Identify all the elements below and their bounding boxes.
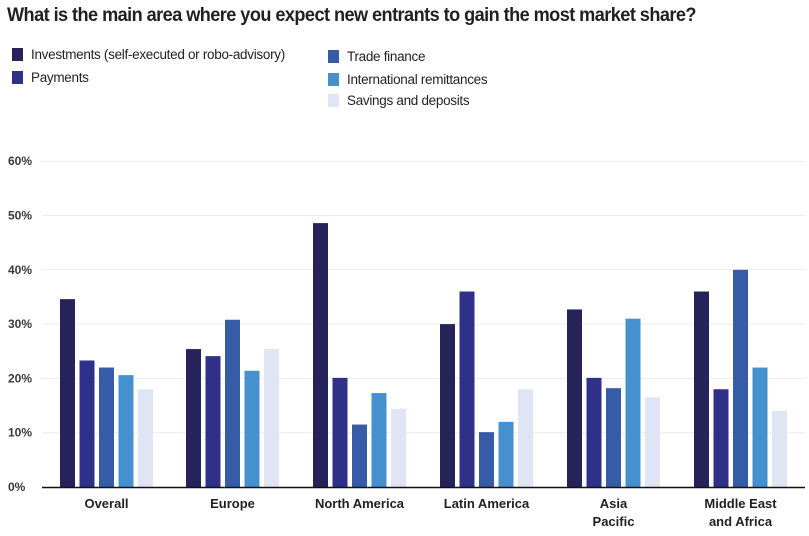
- legend-swatch: [328, 50, 339, 63]
- legend-swatch: [12, 48, 23, 61]
- y-tick-label: 0%: [8, 480, 26, 494]
- bar: [625, 318, 641, 487]
- y-tick-label: 10%: [8, 426, 32, 440]
- x-tick-label: Middle East: [704, 496, 777, 511]
- bar: [225, 319, 240, 487]
- bar: [713, 389, 729, 487]
- y-tick-label: 30%: [8, 317, 32, 331]
- bar: [186, 349, 201, 487]
- y-tick-label: 40%: [8, 263, 32, 277]
- legend-label: International remittances: [347, 72, 488, 87]
- chart-title: What is the main area where you expect n…: [7, 4, 696, 26]
- bar: [264, 349, 279, 487]
- x-tick-label: Asia: [600, 496, 628, 511]
- bar: [459, 291, 475, 487]
- bar: [391, 408, 406, 487]
- bar: [244, 370, 260, 487]
- legend-label: Trade finance: [347, 49, 426, 64]
- legend-item-trade-finance: Trade finance: [328, 49, 425, 64]
- bar: [352, 424, 367, 487]
- bar: [479, 432, 494, 487]
- legend-label: Investments (self-executed or robo-advis…: [31, 47, 285, 62]
- bar: [752, 367, 768, 487]
- y-tick-label: 50%: [8, 209, 32, 223]
- y-tick-label: 60%: [8, 154, 32, 168]
- x-axis-labels: Overall Europe North America Latin America A…: [84, 496, 777, 529]
- bar: [118, 375, 134, 487]
- bar: [79, 360, 95, 487]
- x-tick-label: Latin America: [444, 496, 530, 511]
- legend-swatch: [12, 71, 23, 84]
- bar: [371, 393, 387, 487]
- bars: [60, 223, 787, 488]
- bar: [498, 421, 514, 487]
- y-axis-ticks: 0% 10% 20% 30% 40% 50% 60%: [8, 154, 32, 494]
- bar: [645, 397, 660, 487]
- bar: [772, 410, 787, 487]
- legend-label: Payments: [31, 70, 89, 85]
- bar: [518, 389, 533, 487]
- bar: [567, 309, 582, 487]
- bar: [138, 389, 153, 487]
- bar: [332, 377, 348, 487]
- y-tick-label: 20%: [8, 371, 32, 385]
- bar: [205, 356, 221, 487]
- x-tick-label: Europe: [210, 496, 255, 511]
- x-tick-label: Pacific: [593, 514, 635, 529]
- x-tick-label: and Africa: [709, 514, 773, 529]
- legend-item-international-remittances: International remittances: [328, 72, 488, 87]
- bar: [60, 299, 75, 487]
- bar: [694, 291, 709, 487]
- legend-item-savings-and-deposits: Savings and deposits: [328, 93, 470, 108]
- bar: [440, 324, 455, 487]
- bar: [313, 223, 328, 488]
- bar: [733, 269, 748, 487]
- legend-item-investments: Investments (self-executed or robo-advis…: [12, 47, 285, 62]
- bar: [586, 377, 602, 487]
- gridlines: [42, 160, 805, 434]
- legend-swatch: [328, 94, 339, 107]
- legend-item-payments: Payments: [12, 70, 89, 85]
- legend-swatch: [328, 73, 339, 86]
- legend-label: Savings and deposits: [347, 93, 470, 108]
- x-tick-label: Overall: [84, 496, 128, 511]
- bar: [99, 367, 114, 487]
- x-tick-label: North America: [315, 496, 405, 511]
- bar: [606, 388, 621, 487]
